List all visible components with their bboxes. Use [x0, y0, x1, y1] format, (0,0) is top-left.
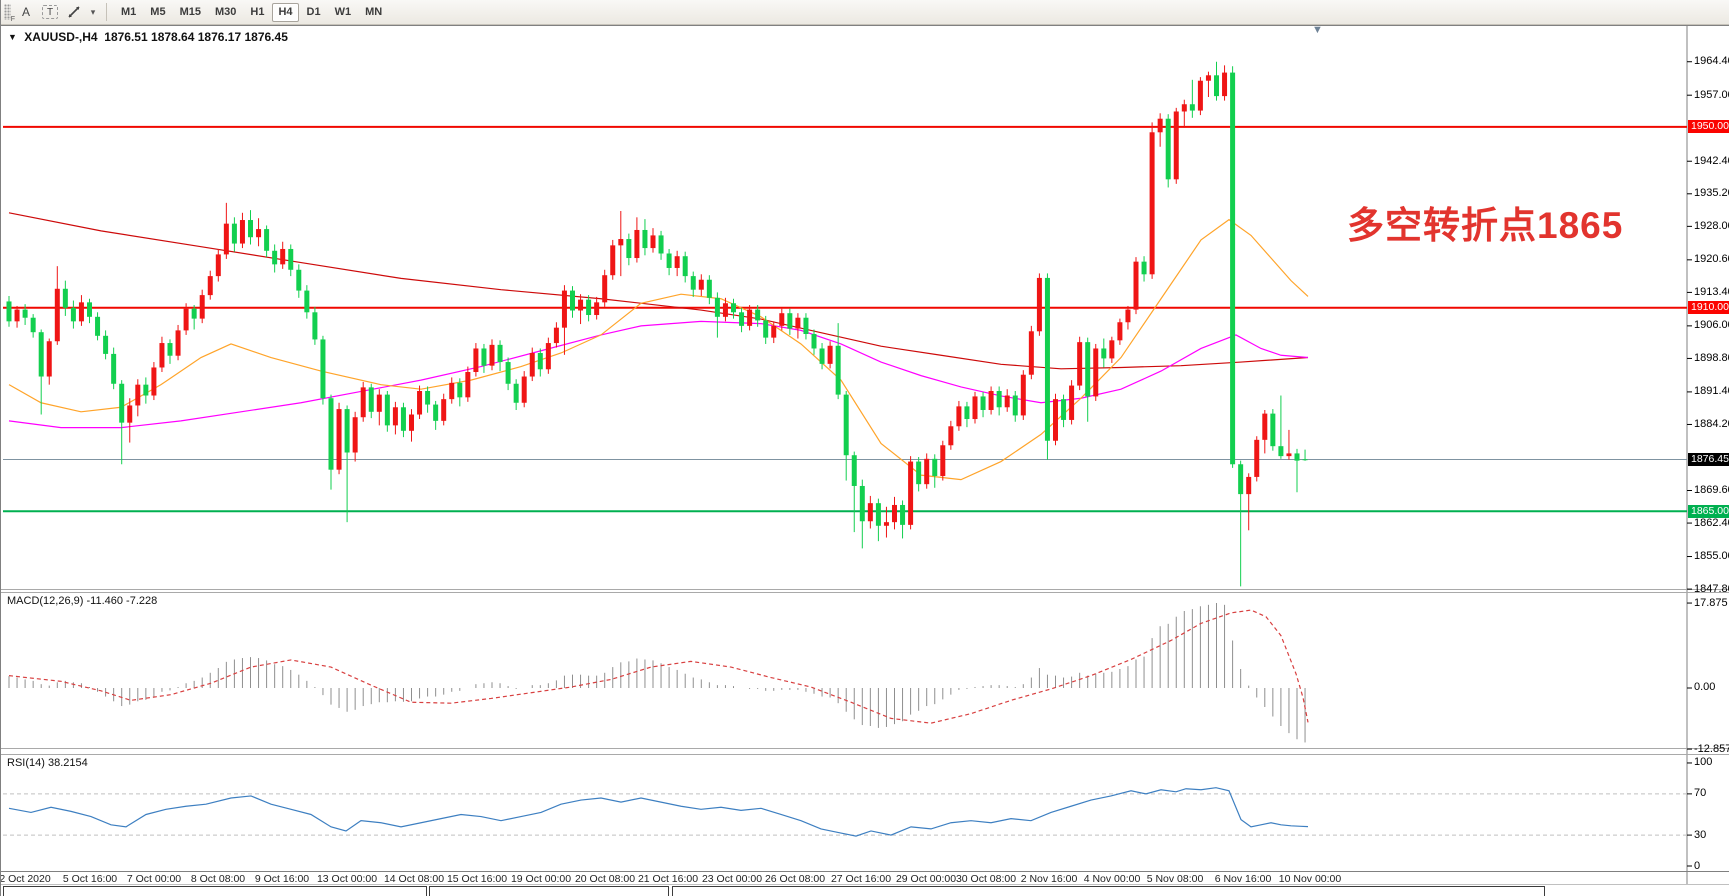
price-axis-label: 1935.20 [1694, 187, 1729, 200]
toolbar-separator [106, 3, 107, 21]
toolbar: F A T ▾ M1 M5 M15 M30 H1 H4 D1 W1 MN [1, 0, 1729, 25]
price-axis-label: 100 [1694, 756, 1713, 769]
price-axis-label: 1913.40 [1694, 285, 1729, 298]
time-axis-label: 29 Oct 00:00 [895, 873, 957, 885]
price-axis-label: 0.00 [1694, 681, 1716, 694]
dropdown-caret-icon[interactable]: ▾ [87, 3, 99, 22]
time-axis-label: 30 Oct 08:00 [955, 873, 1017, 885]
tf-button-m15[interactable]: M15 [174, 3, 207, 22]
macd-signal-value: -7.228 [126, 595, 158, 607]
arrows-tool-icon[interactable] [63, 3, 85, 22]
time-axis-label: 26 Oct 08:00 [764, 873, 826, 885]
time-axis-label: 7 Oct 00:00 [126, 873, 182, 885]
ohlc-close: 1876.45 [244, 30, 288, 44]
bottom-tab-strip [1, 885, 1729, 896]
price-axis-label: 1855.00 [1694, 550, 1729, 563]
time-axis-label: 10 Nov 00:00 [1278, 873, 1342, 885]
price-axis-label: 1928.00 [1694, 219, 1729, 232]
toolbar-grip[interactable]: F [4, 4, 15, 23]
tf-button-h4[interactable]: H4 [272, 2, 299, 22]
time-axis-label: 19 Oct 00:00 [510, 873, 572, 885]
rsi-value: 38.2154 [47, 757, 88, 769]
rsi-title: RSI(14) [7, 757, 45, 769]
time-axis-label: 21 Oct 16:00 [637, 873, 699, 885]
price-badge-1950.00: 1950.00 [1688, 120, 1729, 134]
price-badge-1910.00: 1910.00 [1688, 301, 1729, 315]
bottom-tab-1[interactable] [3, 886, 427, 896]
tf-button-d1[interactable]: D1 [301, 3, 327, 22]
tf-button-w1[interactable]: W1 [329, 3, 358, 22]
price-axis-label: 1862.40 [1694, 516, 1729, 529]
price-badge-1865.00: 1865.00 [1688, 504, 1729, 518]
text-label-icon[interactable]: A [15, 3, 37, 22]
macd-indicator-label: MACD(12,26,9) -11.460 -7.228 [7, 595, 157, 607]
price-axis-label: 1964.40 [1694, 55, 1729, 68]
macd-title: MACD(12,26,9) [7, 595, 84, 607]
timeframe-row: M1 M5 M15 M30 H1 H4 D1 W1 MN [114, 2, 389, 22]
ohlc-high: 1878.64 [151, 30, 195, 44]
time-axis-label: 8 Oct 08:00 [190, 873, 246, 885]
time-axis-label: 2 Oct 2020 [0, 873, 51, 885]
tf-button-m1[interactable]: M1 [115, 3, 142, 22]
tf-button-h1[interactable]: H1 [244, 3, 270, 22]
chart-shift-marker-icon[interactable]: ▼ [1312, 24, 1323, 36]
symbol-header: ▼ XAUUSD-,H4 1876.51 1878.64 1876.17 187… [8, 30, 288, 44]
bottom-tab-2[interactable] [429, 886, 669, 896]
time-axis-label: 5 Nov 08:00 [1146, 873, 1204, 885]
time-axis-label: 15 Oct 16:00 [446, 873, 508, 885]
time-axis-label: 5 Oct 16:00 [62, 873, 118, 885]
price-axis-label: 17.875 [1694, 596, 1728, 609]
time-axis-label: 4 Nov 00:00 [1083, 873, 1141, 885]
tf-button-m5[interactable]: M5 [144, 3, 171, 22]
price-axis-label: 70 [1694, 787, 1707, 800]
macd-main-value: -11.460 [86, 595, 123, 607]
price-axis-label: 1942.40 [1694, 154, 1729, 167]
time-axis-label: 2 Nov 16:00 [1020, 873, 1078, 885]
time-axis-label: 14 Oct 08:00 [383, 873, 445, 885]
symbol-name: XAUUSD-,H4 [24, 30, 98, 44]
price-axis-label: 1906.00 [1694, 319, 1729, 332]
tf-button-m30[interactable]: M30 [209, 3, 242, 22]
chart-annotation-text: 多空转折点1865 [1347, 205, 1624, 246]
ohlc-low: 1876.17 [197, 30, 242, 44]
text-box-icon[interactable]: T [42, 5, 58, 19]
rsi-indicator-label: RSI(14) 38.2154 [7, 757, 88, 769]
time-axis-label: 9 Oct 16:00 [254, 873, 310, 885]
time-axis-label: 6 Nov 16:00 [1214, 873, 1272, 885]
symbol-collapse-icon[interactable]: ▼ [8, 32, 17, 42]
price-axis-label: 1847.80 [1694, 582, 1729, 595]
grip-f-label: F [10, 16, 15, 23]
price-axis-label: 1898.80 [1694, 351, 1729, 364]
price-axis-label: 0 [1694, 859, 1701, 872]
bottom-tab-3[interactable] [672, 886, 1545, 896]
price-axis-label: 1869.60 [1694, 483, 1729, 496]
time-axis-label: 23 Oct 00:00 [701, 873, 763, 885]
time-axis-label: 20 Oct 08:00 [574, 873, 636, 885]
time-axis-label: 13 Oct 00:00 [316, 873, 378, 885]
price-axis-label: 1957.00 [1694, 88, 1729, 101]
time-axis-label: 27 Oct 16:00 [830, 873, 892, 885]
arrows-icon-glyph [68, 6, 80, 18]
price-axis-label: 1891.40 [1694, 385, 1729, 398]
price-badge-1876.45: 1876.45 [1688, 453, 1729, 467]
price-axis-label: 1920.60 [1694, 253, 1729, 266]
price-axis-label: 1884.20 [1694, 417, 1729, 430]
tf-button-mn[interactable]: MN [359, 3, 388, 22]
price-axis-label: -12.857 [1694, 742, 1729, 755]
ohlc-open: 1876.51 [104, 30, 148, 44]
price-axis-label: 30 [1694, 828, 1707, 841]
